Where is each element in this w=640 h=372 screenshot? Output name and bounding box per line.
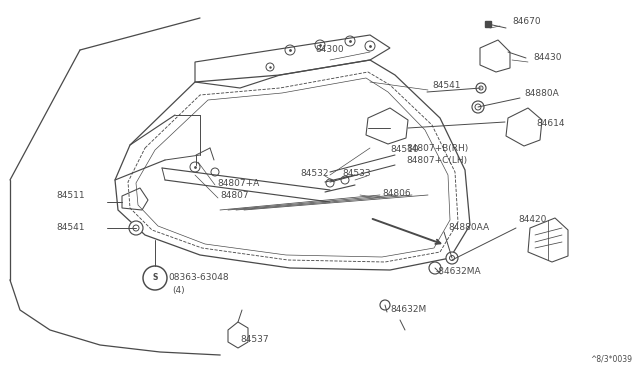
Text: ^8/3*0039: ^8/3*0039 xyxy=(590,355,632,364)
Text: 84880AA: 84880AA xyxy=(448,222,489,231)
Text: 84541: 84541 xyxy=(56,222,84,231)
Text: 84533: 84533 xyxy=(342,170,371,179)
Circle shape xyxy=(143,266,167,290)
Text: S: S xyxy=(152,273,157,282)
Circle shape xyxy=(476,83,486,93)
Text: 84532: 84532 xyxy=(300,170,328,179)
Text: 84430: 84430 xyxy=(533,54,561,62)
Text: 84806: 84806 xyxy=(382,189,411,199)
Text: 84300: 84300 xyxy=(315,45,344,55)
Text: 84614: 84614 xyxy=(536,119,564,128)
Circle shape xyxy=(429,262,441,274)
Text: 84807+C(LH): 84807+C(LH) xyxy=(406,155,467,164)
Circle shape xyxy=(446,252,458,264)
Text: 84807: 84807 xyxy=(220,192,248,201)
Text: 84541: 84541 xyxy=(432,81,461,90)
Text: 84880A: 84880A xyxy=(524,90,559,99)
Text: 84807+B(RH): 84807+B(RH) xyxy=(406,144,468,154)
Circle shape xyxy=(380,300,390,310)
Text: 84670: 84670 xyxy=(512,16,541,26)
Text: 84420: 84420 xyxy=(518,215,547,224)
Circle shape xyxy=(472,101,484,113)
Text: 84510: 84510 xyxy=(390,145,419,154)
Text: -84632MA: -84632MA xyxy=(436,266,482,276)
Text: 84511: 84511 xyxy=(56,192,84,201)
Text: 08363-63048: 08363-63048 xyxy=(168,273,228,282)
Text: 84537: 84537 xyxy=(240,336,269,344)
Text: 84632M: 84632M xyxy=(390,305,426,314)
Text: (4): (4) xyxy=(172,286,184,295)
Circle shape xyxy=(129,221,143,235)
Text: 84807+A: 84807+A xyxy=(217,179,259,187)
